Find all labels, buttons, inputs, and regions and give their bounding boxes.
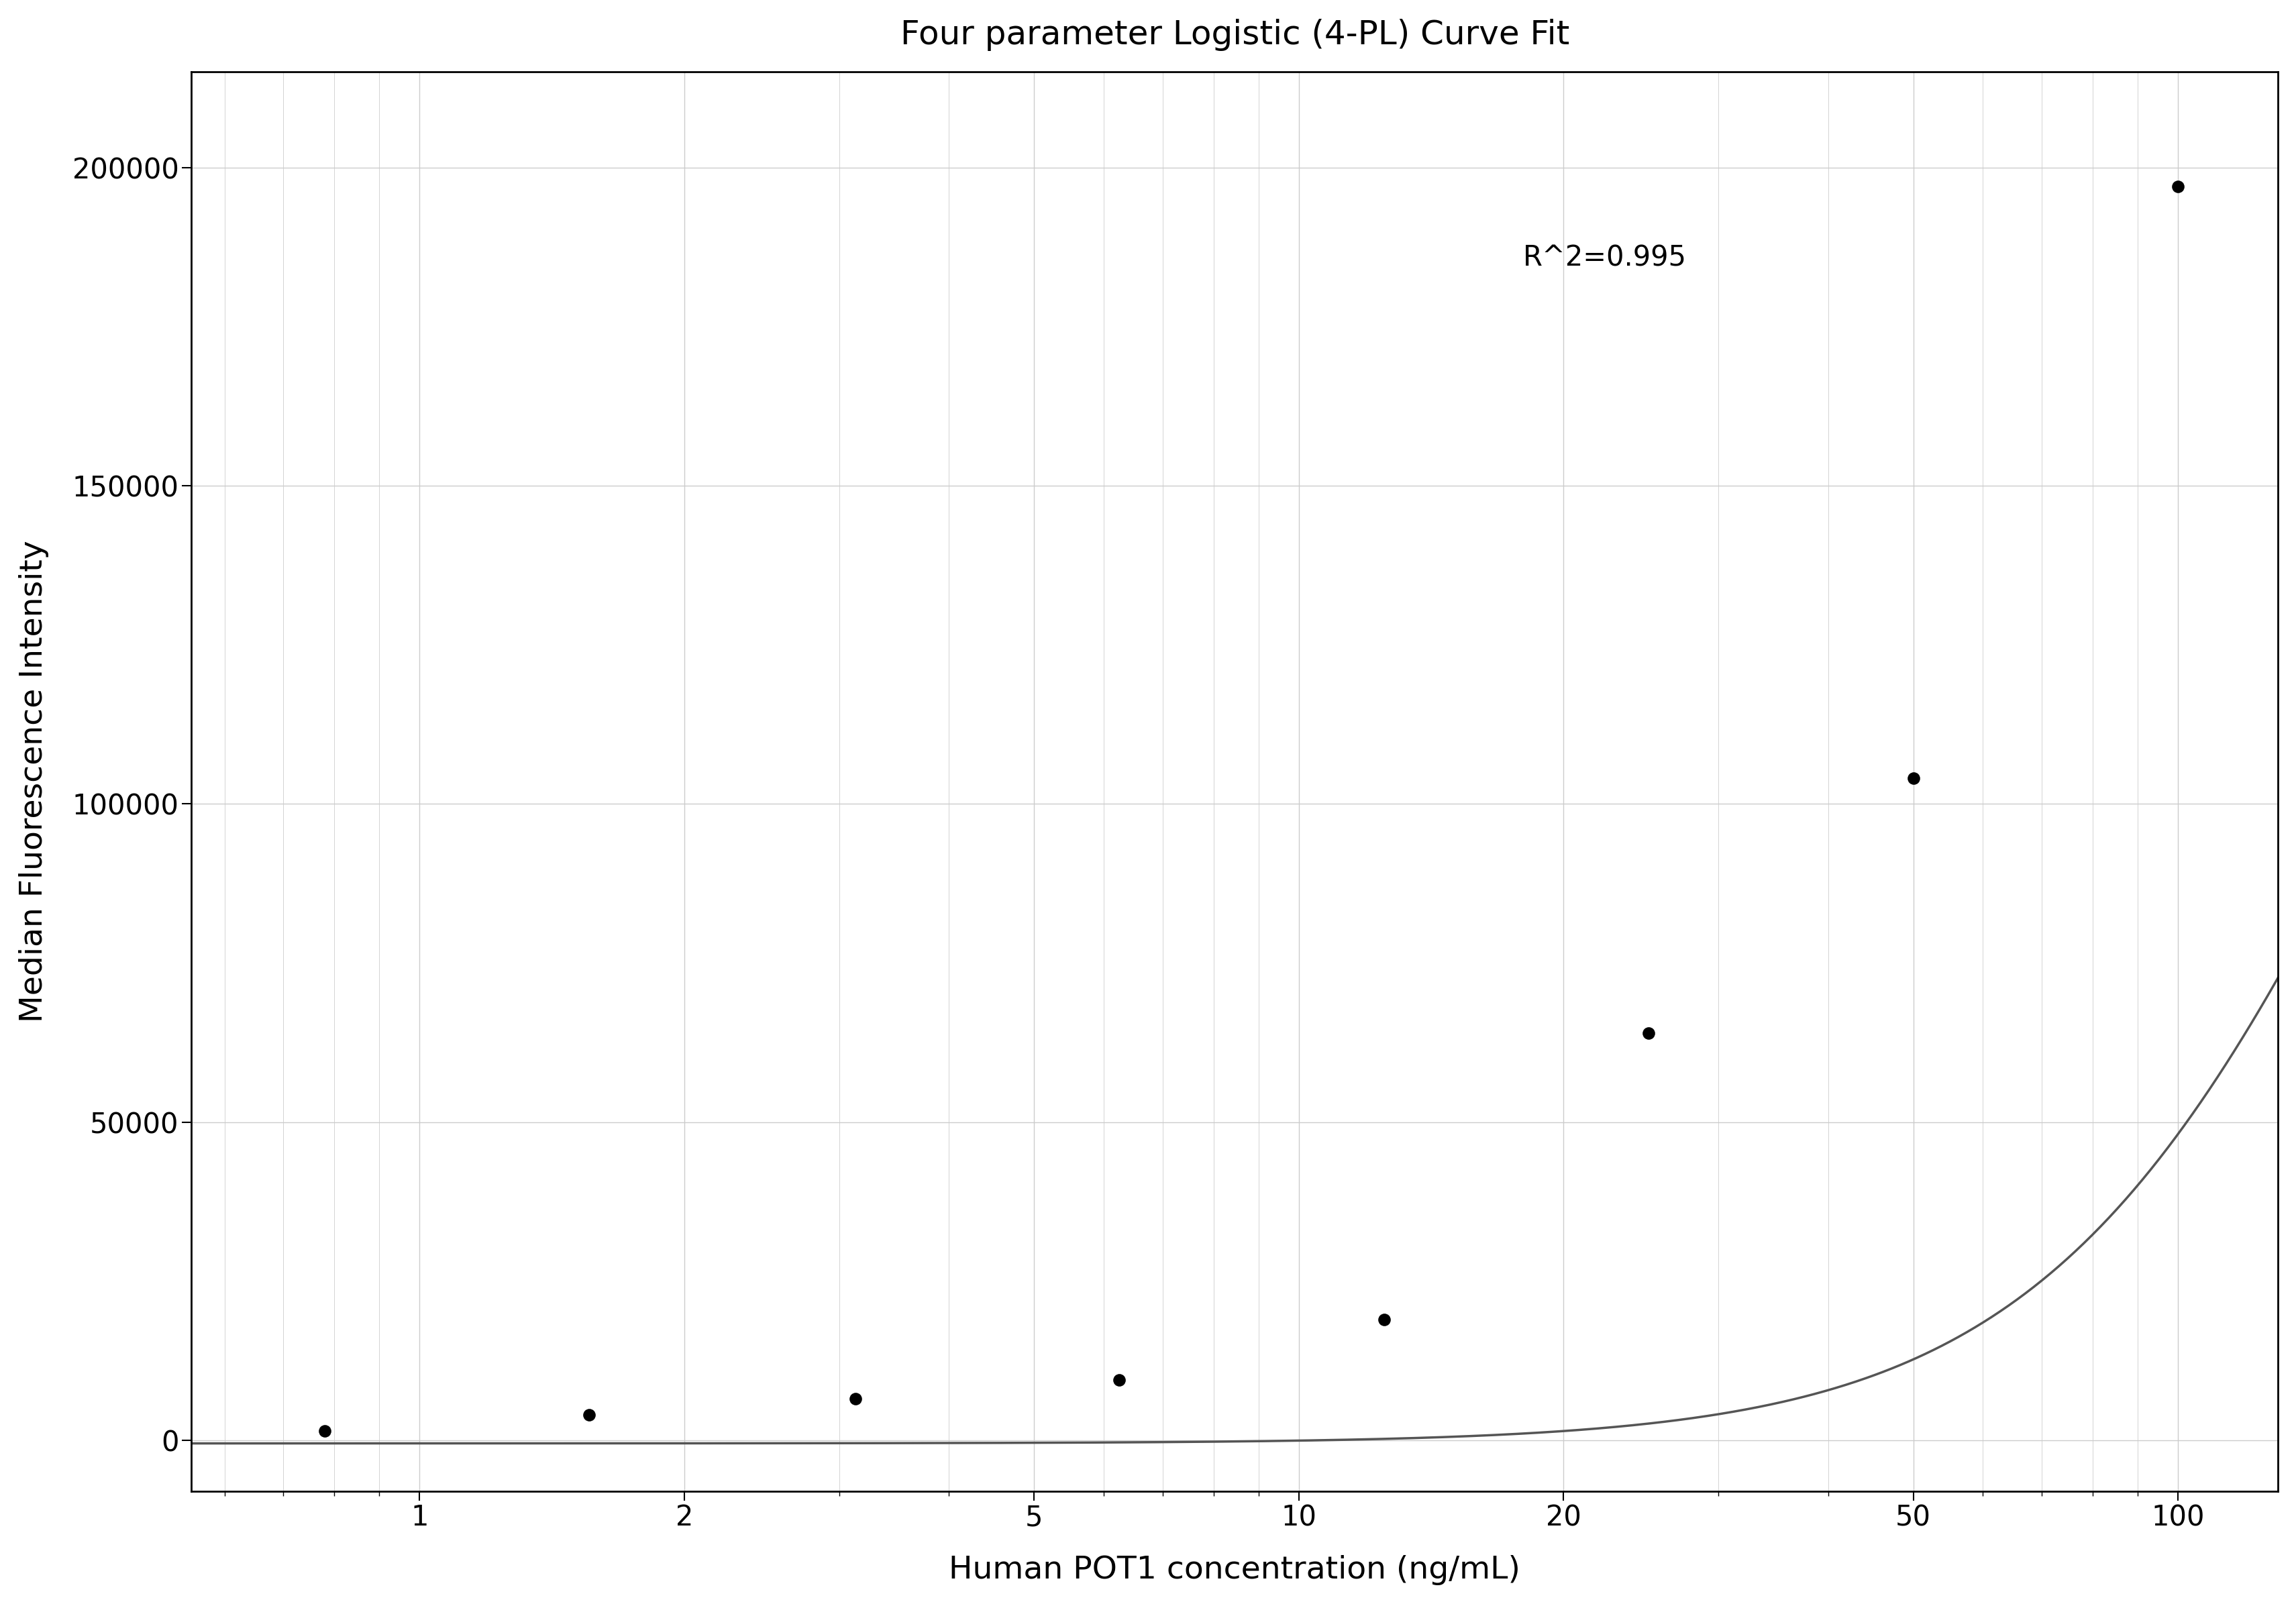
Point (836, 1386, 872, 1412)
Point (2158, 173, 2195, 199)
Y-axis label: Median Fluorescence Intensity: Median Fluorescence Intensity (18, 541, 48, 1023)
Point (1894, 765, 1931, 791)
Point (1366, 1307, 1403, 1333)
Point (305, 1418, 342, 1444)
Point (1100, 1367, 1137, 1392)
Text: R^2=0.995: R^2=0.995 (1522, 244, 1685, 273)
X-axis label: Human POT1 concentration (ng/mL): Human POT1 concentration (ng/mL) (948, 1556, 1520, 1585)
Point (572, 1402, 608, 1428)
Title: Four parameter Logistic (4-PL) Curve Fit: Four parameter Logistic (4-PL) Curve Fit (900, 19, 1568, 51)
Point (1630, 1020, 1667, 1046)
